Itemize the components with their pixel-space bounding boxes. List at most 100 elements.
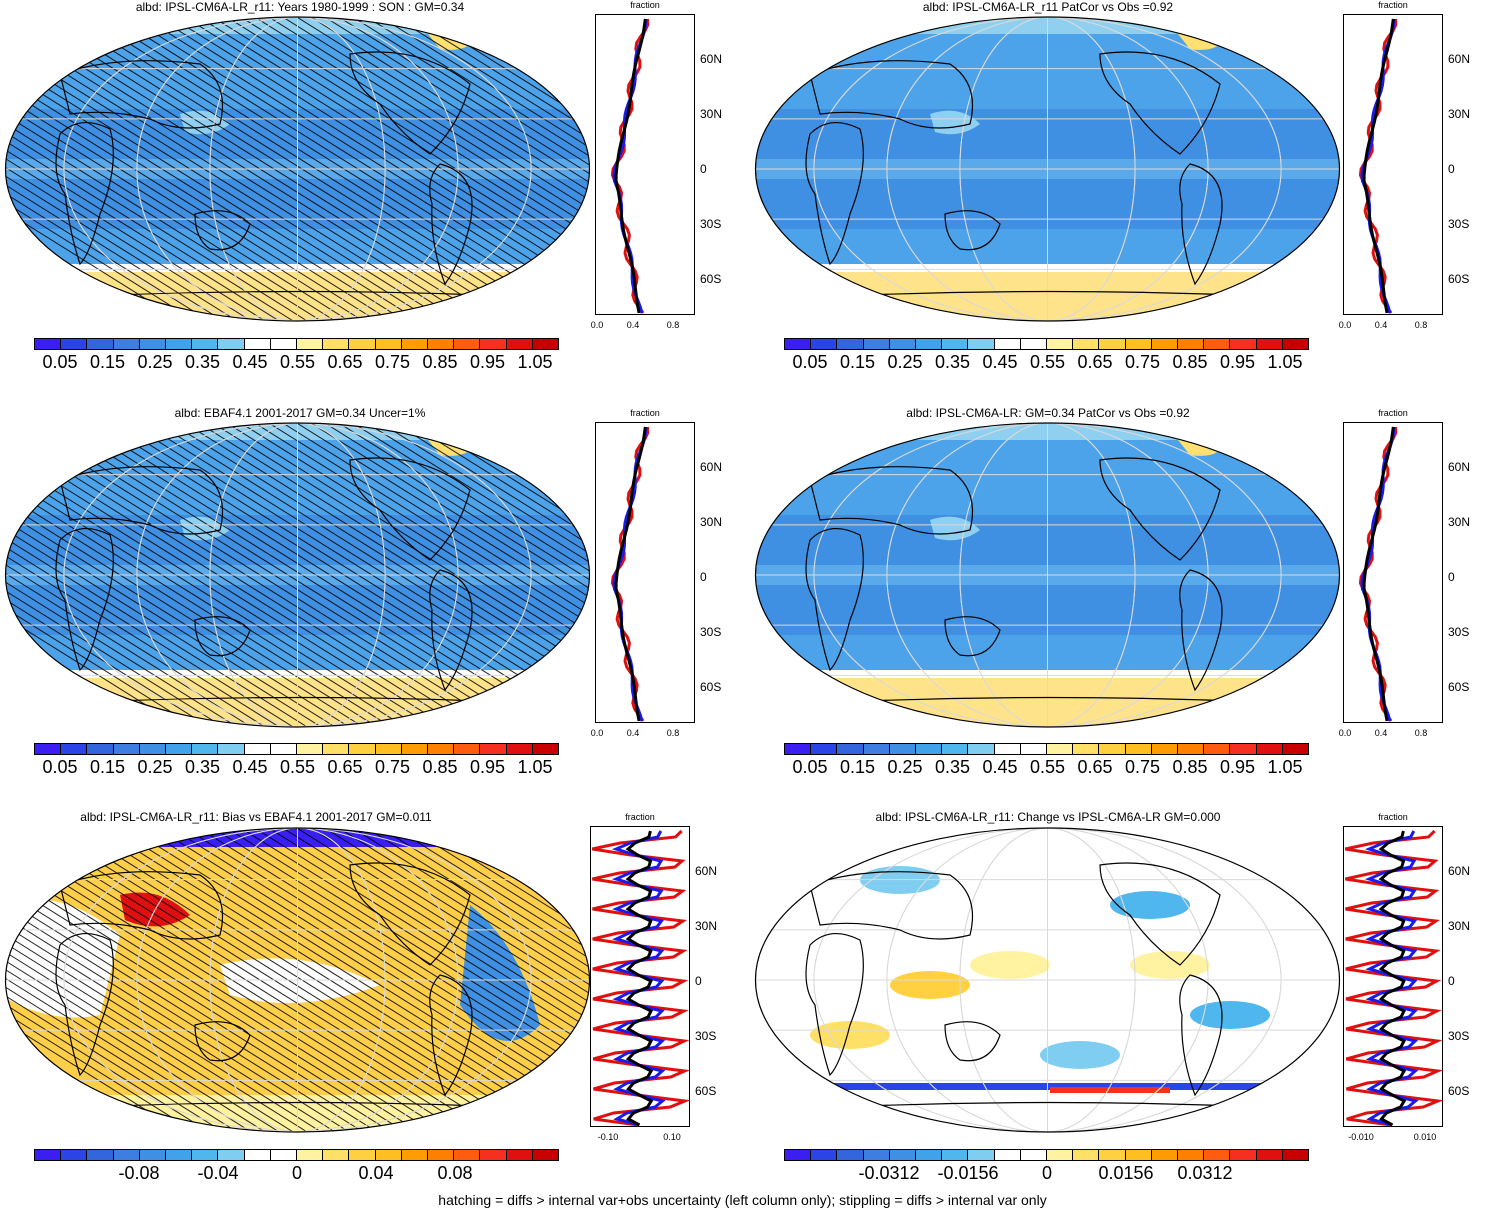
- profile-tick-label: 0.8: [666, 728, 680, 738]
- colorbar-swatch: [506, 1150, 533, 1160]
- latitude-label: 60N: [695, 864, 718, 878]
- latitude-label: 30N: [695, 919, 718, 933]
- colorbar-tick-label: 0.75: [1124, 757, 1161, 777]
- colorbar-tick-label: 0.65: [1077, 757, 1113, 777]
- colorbar: [34, 743, 559, 755]
- colorbar-swatch: [889, 339, 917, 349]
- colorbar-tick-label: 0.65: [327, 352, 363, 372]
- latitude-label: 30S: [1448, 625, 1470, 639]
- colorbar-swatch: [192, 339, 219, 349]
- latitude-label: 60S: [700, 680, 722, 694]
- profile-tick-label: 0.8: [1414, 728, 1428, 738]
- colorbar-swatch: [113, 339, 140, 349]
- colorbar-swatch: [297, 1150, 324, 1160]
- latitude-label: 60N: [1448, 460, 1471, 474]
- latitude-label: 30S: [1448, 1029, 1470, 1043]
- colorbar-tick-label: 0.04: [358, 1163, 394, 1183]
- profile-axis-label: fraction: [630, 408, 660, 418]
- panel-title: albd: IPSL-CM6A-LR_r11 PatCor vs Obs =0.…: [922, 0, 1174, 14]
- colorbar: [34, 1149, 559, 1161]
- colorbar-swatch: [1256, 1150, 1283, 1160]
- colorbar-swatch: [1073, 339, 1100, 349]
- zonal-profile: [1343, 826, 1443, 1127]
- colorbar-swatch: [244, 339, 271, 349]
- colorbar-swatch: [1073, 1150, 1100, 1160]
- colorbar-swatch: [139, 339, 167, 349]
- colorbar-swatch: [323, 339, 350, 349]
- colorbar-swatch: [401, 744, 429, 754]
- colorbar-swatch: [375, 339, 402, 349]
- colorbar-swatch: [1204, 1150, 1231, 1160]
- latitude-label: 30S: [700, 217, 722, 231]
- colorbar-swatch: [428, 339, 455, 349]
- panel-title: albd: IPSL-CM6A-LR_r11: Change vs IPSL-C…: [875, 810, 1221, 824]
- colorbar-swatch: [192, 744, 219, 754]
- colorbar: [784, 743, 1309, 755]
- colorbar-tick-label: 0.75: [374, 352, 411, 372]
- latitude-label: 0: [1448, 162, 1455, 176]
- colorbar-swatch: [811, 1150, 838, 1160]
- profile-axis-label: fraction: [630, 0, 660, 10]
- colorbar-swatch: [270, 744, 298, 754]
- colorbar-swatch: [785, 339, 812, 349]
- colorbar-swatch: [1151, 1150, 1179, 1160]
- colorbar-tick-label: 1.05: [1267, 757, 1303, 777]
- colorbar-swatch: [811, 339, 838, 349]
- colorbar-swatch: [532, 744, 559, 754]
- colorbar-swatch: [166, 744, 193, 754]
- latitude-label: 30S: [695, 1029, 717, 1043]
- colorbar-tick-label: 1.05: [1267, 352, 1303, 372]
- colorbar-swatch: [87, 744, 114, 754]
- colorbar-tick-label: 0.0312: [1177, 1163, 1233, 1183]
- colorbar-swatch: [349, 1150, 376, 1160]
- latitude-label: 0: [1448, 974, 1455, 988]
- colorbar-swatch: [1282, 744, 1309, 754]
- latitude-label: 0: [700, 570, 707, 584]
- colorbar-swatch: [35, 339, 62, 349]
- colorbar-swatch: [837, 744, 864, 754]
- world-map: [4, 827, 591, 1133]
- colorbar-tick-label: 0.05: [42, 352, 78, 372]
- colorbar-swatch: [375, 744, 402, 754]
- colorbar-swatch: [218, 339, 245, 349]
- colorbar-swatch: [349, 339, 376, 349]
- colorbar-swatch: [35, 744, 62, 754]
- colorbar-tick-label: 0.35: [184, 757, 221, 777]
- colorbar-tick-label: 0.15: [839, 352, 876, 372]
- colorbar-tick-label: 0.85: [422, 352, 458, 372]
- colorbar-tick-label: -0.04: [197, 1163, 239, 1183]
- colorbar-swatch: [192, 1150, 219, 1160]
- colorbar-swatch: [1099, 339, 1126, 349]
- profile-axis-label: fraction: [625, 812, 655, 822]
- colorbar-swatch: [1282, 339, 1309, 349]
- colorbar-swatch: [1047, 1150, 1074, 1160]
- colorbar-swatch: [428, 1150, 455, 1160]
- latitude-label: 30S: [1448, 217, 1470, 231]
- colorbar-swatch: [1230, 744, 1257, 754]
- colorbar-tick-label: 0.25: [137, 352, 173, 372]
- colorbar-swatch: [1020, 339, 1048, 349]
- colorbar-tick-label: 0.65: [1077, 352, 1113, 372]
- colorbar-swatch: [942, 744, 969, 754]
- profile-tick-label: 0.8: [666, 320, 680, 330]
- colorbar-swatch: [244, 1150, 271, 1160]
- colorbar-swatch: [323, 744, 350, 754]
- colorbar-swatch: [994, 339, 1021, 349]
- colorbar-swatch: [968, 1150, 995, 1160]
- colorbar-tick-label: 0.75: [374, 757, 411, 777]
- colorbar-swatch: [35, 1150, 62, 1160]
- profile-axis-label: fraction: [1378, 0, 1408, 10]
- colorbar-swatch: [349, 744, 376, 754]
- colorbar-tick-label: 0: [291, 1163, 303, 1183]
- colorbar-tick-label: 0.65: [327, 757, 363, 777]
- colorbar-swatch: [811, 744, 838, 754]
- latitude-label: 60N: [700, 52, 723, 66]
- colorbar-swatch: [863, 1150, 890, 1160]
- colorbar-tick-label: 0.15: [839, 757, 876, 777]
- zonal-profile: [595, 422, 695, 723]
- colorbar-swatch: [1151, 744, 1179, 754]
- colorbar-swatch: [87, 339, 114, 349]
- latitude-label: 60S: [1448, 1084, 1470, 1098]
- colorbar-swatch: [506, 744, 533, 754]
- colorbar-tick-label: 0.15: [89, 352, 126, 372]
